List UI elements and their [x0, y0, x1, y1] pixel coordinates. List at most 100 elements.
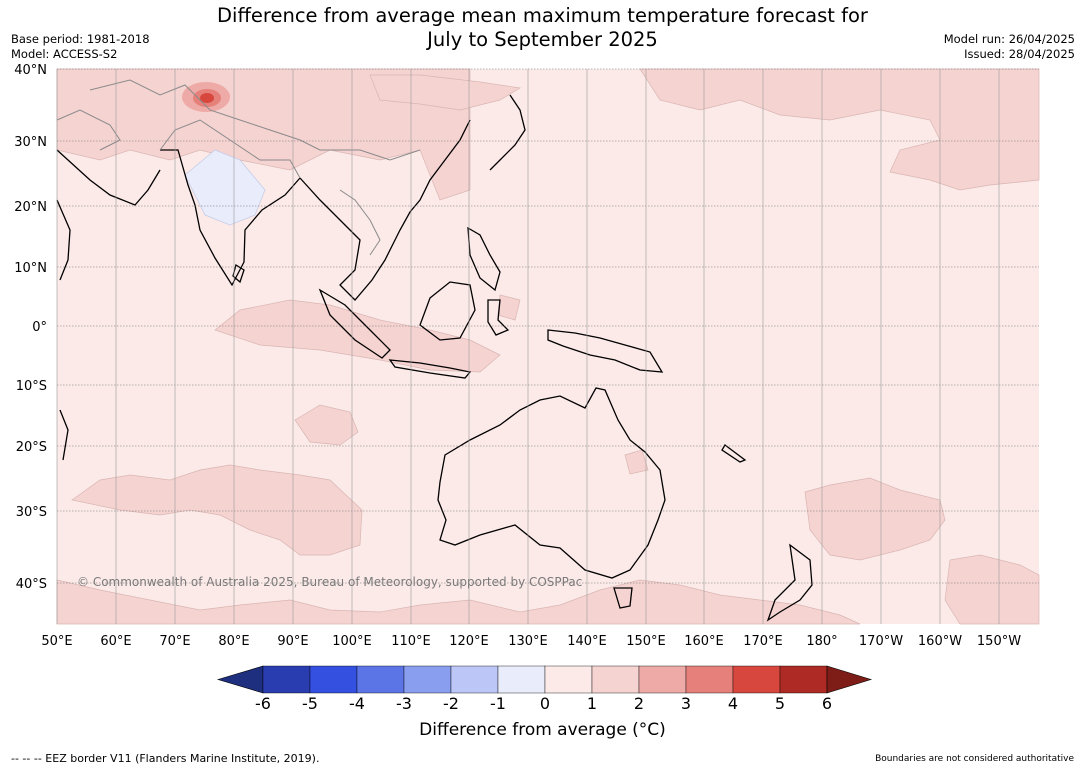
colorbar-segment [779, 665, 828, 694]
colorbar-tick-label: 6 [822, 694, 832, 713]
colorbar-extend-low [216, 665, 264, 694]
coastline-australia [437, 387, 666, 579]
anomaly-regions [56, 68, 1040, 625]
coastline-tasmania [613, 587, 633, 609]
model-text: Model: ACCESS-S2 [11, 47, 118, 61]
hotspot-inner [200, 93, 214, 103]
lon-label: 150°E [626, 634, 666, 649]
colorbar-tick-label: 5 [775, 694, 785, 713]
anomaly-region-coral-sea [624, 449, 649, 475]
eez-legend-text: -- -- -- EEZ border V11 (Flanders Marine… [11, 752, 320, 765]
title-line-2: July to September 2025 [427, 28, 658, 51]
lon-label: 100°E [332, 634, 372, 649]
colorbar-tick-label: 2 [634, 694, 644, 713]
colorbar-segments [216, 665, 873, 694]
lat-label: 20°N [14, 200, 47, 215]
coastline-madagascar [59, 409, 69, 461]
colorbar-segment [732, 665, 781, 694]
colorbar: -6 -5 -4 -3 -2 -1 0 1 2 3 4 5 6 [216, 665, 873, 713]
colorbar-segment [450, 665, 499, 694]
anomaly-region-south-indian [294, 404, 359, 446]
coastline-new-zealand [766, 543, 813, 622]
colorbar-extend-high [826, 665, 873, 694]
lat-label: 30°S [16, 505, 47, 520]
lon-label: 170°W [859, 634, 903, 649]
coastline-philippines [467, 226, 501, 292]
lon-label: 180° [806, 634, 837, 649]
hotspot-himalaya [182, 82, 230, 112]
colorbar-segment [497, 665, 546, 694]
colorbar-tick-label: 0 [540, 694, 550, 713]
lon-label: 130°E [508, 634, 548, 649]
colorbar-tick-label: -4 [349, 694, 365, 713]
longitude-labels: 50°E 60°E 70°E 80°E 90°E 100°E 110°E 120°E 130°E… [41, 634, 1021, 649]
issued-text: Issued: 28/04/2025 [964, 47, 1075, 61]
map-title: Difference from average mean maximum tem… [0, 4, 1085, 52]
lon-label: 80°E [218, 634, 249, 649]
coastline-sumatra [318, 288, 391, 359]
lon-label: 160°E [684, 634, 724, 649]
border-indochina [339, 189, 381, 256]
coastline-sulawesi [487, 299, 510, 336]
colorbar-segment [262, 665, 311, 694]
lat-label: 30°N [14, 135, 47, 150]
colorbar-segment [544, 665, 593, 694]
boundaries-disclaimer: Boundaries are not considered authoritat… [875, 754, 1074, 764]
lat-label: 10°N [14, 261, 47, 276]
anomaly-region-north-pacific [369, 74, 522, 111]
anomaly-region-asia [56, 68, 471, 201]
colorbar-segment [309, 665, 358, 694]
colorbar-tick-label: 4 [728, 694, 738, 713]
anomaly-region-equatorial-indian [214, 299, 501, 373]
colorbar-tick-label: -2 [443, 694, 459, 713]
meta-left: Base period: 1981-2018 Model: ACCESS-S2 [11, 32, 150, 62]
latitude-labels: 40°N 30°N 20°N 10°N 0° 10°S 20°S 30°S 40°S [14, 63, 47, 592]
coastline-java [388, 359, 472, 379]
colorbar-segment [403, 665, 452, 694]
coastline-africa [56, 199, 71, 281]
lon-label: 60°E [100, 634, 131, 649]
lon-label: 110°E [391, 634, 431, 649]
lat-label: 10°S [16, 379, 47, 394]
coastlines [56, 94, 813, 622]
colorbar-tick-label: -5 [302, 694, 318, 713]
lat-label: 40°S [16, 577, 47, 592]
model-run-text: Model run: 26/04/2025 [943, 32, 1075, 46]
lon-label: 150°W [977, 634, 1021, 649]
colorbar-tick-label: 3 [681, 694, 691, 713]
colorbar-segment [638, 665, 687, 694]
coastline-india [160, 149, 301, 287]
colorbar-ticks: -6 -5 -4 -3 -2 -1 0 1 2 3 4 5 6 [255, 694, 832, 713]
anomaly-region-far-south-pacific [944, 554, 1040, 625]
lon-label: 160°W [918, 634, 962, 649]
coastline-southeast-asia [299, 119, 471, 301]
colorbar-tick-label: -6 [255, 694, 271, 713]
forecast-map: © Commonwealth of Australia 2025, Bureau… [14, 63, 1040, 649]
map-gridlines [56, 68, 1039, 624]
copyright-text: © Commonwealth of Australia 2025, Bureau… [77, 575, 582, 589]
border-middle-east [56, 109, 121, 151]
coastline-new-caledonia [721, 444, 747, 463]
coastline-new-guinea [547, 329, 664, 373]
lat-label: 40°N [14, 63, 47, 78]
lat-label: 0° [32, 320, 47, 335]
anomaly-region-southern-ocean [56, 579, 861, 625]
base-period-text: Base period: 1981-2018 [11, 32, 150, 46]
colorbar-tick-label: -3 [396, 694, 412, 713]
lon-label: 140°E [567, 634, 607, 649]
lon-label: 170°E [743, 634, 783, 649]
lon-label: 90°E [277, 634, 308, 649]
lat-label: 20°S [16, 440, 47, 455]
colorbar-tick-label: 1 [587, 694, 597, 713]
lon-label: 50°E [41, 634, 72, 649]
colorbar-segment [356, 665, 405, 694]
coastline-japan [489, 94, 526, 171]
lon-label: 70°E [159, 634, 190, 649]
lon-label: 120°E [449, 634, 489, 649]
colorbar-segment [591, 665, 640, 694]
colorbar-segment [685, 665, 734, 694]
coastline-borneo [419, 281, 476, 341]
colorbar-tick-label: -1 [490, 694, 506, 713]
anomaly-region-southeast-pacific [804, 477, 946, 561]
border-central-asia [89, 79, 421, 161]
